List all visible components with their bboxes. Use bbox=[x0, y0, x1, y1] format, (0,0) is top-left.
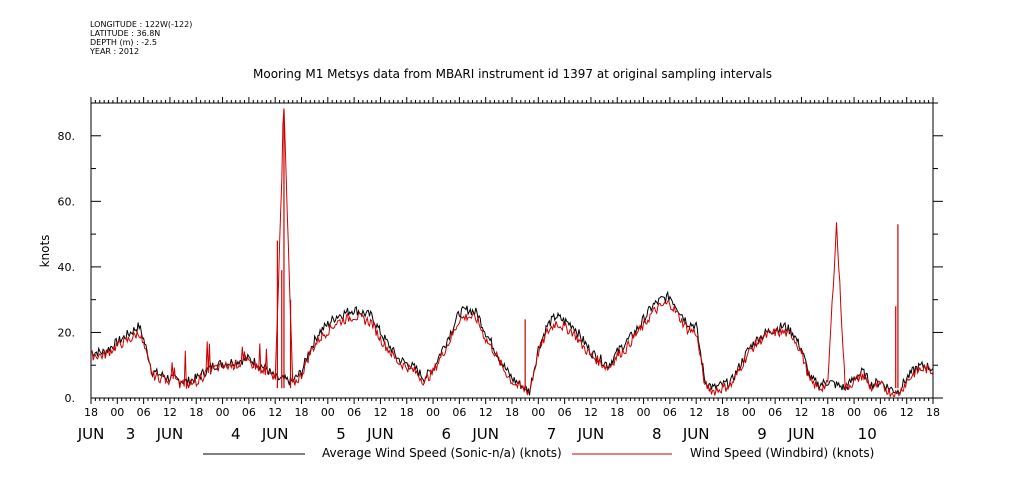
legend-label-series2: Wind Speed (Windbird) (knots) bbox=[690, 446, 875, 460]
x-hour-label: 00 bbox=[216, 406, 230, 419]
x-hour-label: 00 bbox=[531, 406, 545, 419]
x-hour-label: 00 bbox=[110, 406, 124, 419]
x-hour-label: 18 bbox=[926, 406, 940, 419]
x-hour-label: 12 bbox=[373, 406, 387, 419]
x-day-label: 9 bbox=[757, 425, 767, 443]
x-hour-label: 18 bbox=[610, 406, 624, 419]
x-day-label: 5 bbox=[336, 425, 346, 443]
x-hour-label: 18 bbox=[821, 406, 835, 419]
y-tick-label: 60. bbox=[58, 195, 76, 208]
longitude-text: LONGITUDE : 122W(-122) bbox=[90, 20, 193, 29]
series-line-1 bbox=[90, 290, 934, 396]
x-hour-label: 12 bbox=[163, 406, 177, 419]
year-text: YEAR : 2012 bbox=[90, 47, 140, 56]
x-day-label: 4 bbox=[231, 425, 241, 443]
x-hour-label: 18 bbox=[716, 406, 730, 419]
x-hour-label: 06 bbox=[452, 406, 466, 419]
x-hour-label: 06 bbox=[768, 406, 782, 419]
x-day-label: 10 bbox=[858, 425, 877, 443]
latitude-text: LATITUDE : 36.8N bbox=[90, 29, 161, 38]
y-tick-label: 40. bbox=[58, 261, 76, 274]
x-hour-label: 18 bbox=[400, 406, 414, 419]
series-layer bbox=[90, 108, 934, 399]
mooring-metadata: LONGITUDE : 122W(-122) LATITUDE : 36.8N … bbox=[90, 20, 192, 56]
x-hour-label: 12 bbox=[794, 406, 808, 419]
x-day-label: JUN bbox=[77, 425, 105, 443]
x-hour-label: 18 bbox=[189, 406, 203, 419]
x-hour-label: 06 bbox=[558, 406, 572, 419]
x-hour-label: 12 bbox=[479, 406, 493, 419]
legend-label-series1: Average Wind Speed (Sonic-n/a) (knots) bbox=[322, 446, 562, 460]
x-hour-label: 06 bbox=[137, 406, 151, 419]
x-hour-label: 18 bbox=[295, 406, 309, 419]
y-tick-label: 20. bbox=[58, 326, 76, 339]
y-tick-label: 80. bbox=[58, 130, 76, 143]
x-hour-label: 12 bbox=[584, 406, 598, 419]
x-day-label: 8 bbox=[652, 425, 662, 443]
x-hour-label: 18 bbox=[84, 406, 98, 419]
x-day-label: JUN bbox=[577, 425, 605, 443]
chart-axes: 0. 20. 40. 60. 80. knots 18 00 06 12 18 00 06 12 18 00 0… bbox=[38, 97, 943, 443]
x-day-label: JUN bbox=[156, 425, 184, 443]
x-hour-label: 00 bbox=[847, 406, 861, 419]
x-hour-label: 06 bbox=[242, 406, 256, 419]
plot-frame bbox=[90, 102, 934, 399]
x-hour-label: 06 bbox=[347, 406, 361, 419]
x-hour-label: 06 bbox=[873, 406, 887, 419]
x-day-label: 6 bbox=[441, 425, 451, 443]
x-hour-label: 18 bbox=[505, 406, 519, 419]
x-hour-label: 12 bbox=[268, 406, 282, 419]
x-day-label: 3 bbox=[126, 425, 136, 443]
y-axis-label: knots bbox=[38, 235, 52, 268]
x-hour-label: 00 bbox=[742, 406, 756, 419]
x-hour-label: 06 bbox=[663, 406, 677, 419]
chart-title-container: Mooring M1 Metsys data from MBARI instru… bbox=[0, 67, 1009, 81]
x-hour-label: 00 bbox=[426, 406, 440, 419]
x-day-label: JUN bbox=[366, 425, 394, 443]
series-line-2 bbox=[90, 108, 934, 399]
x-day-label: JUN bbox=[787, 425, 815, 443]
depth-text: DEPTH (m) : -2.5 bbox=[90, 38, 157, 47]
y-tick-label: 0. bbox=[65, 392, 76, 405]
x-day-label: JUN bbox=[261, 425, 289, 443]
x-day-label: JUN bbox=[471, 425, 499, 443]
x-day-label: JUN bbox=[682, 425, 710, 443]
chart-title: Mooring M1 Metsys data from MBARI instru… bbox=[253, 67, 772, 81]
x-hour-label: 00 bbox=[321, 406, 335, 419]
x-day-label: 7 bbox=[547, 425, 557, 443]
x-hour-label: 12 bbox=[689, 406, 703, 419]
x-hour-label: 12 bbox=[900, 406, 914, 419]
x-hour-label: 00 bbox=[637, 406, 651, 419]
